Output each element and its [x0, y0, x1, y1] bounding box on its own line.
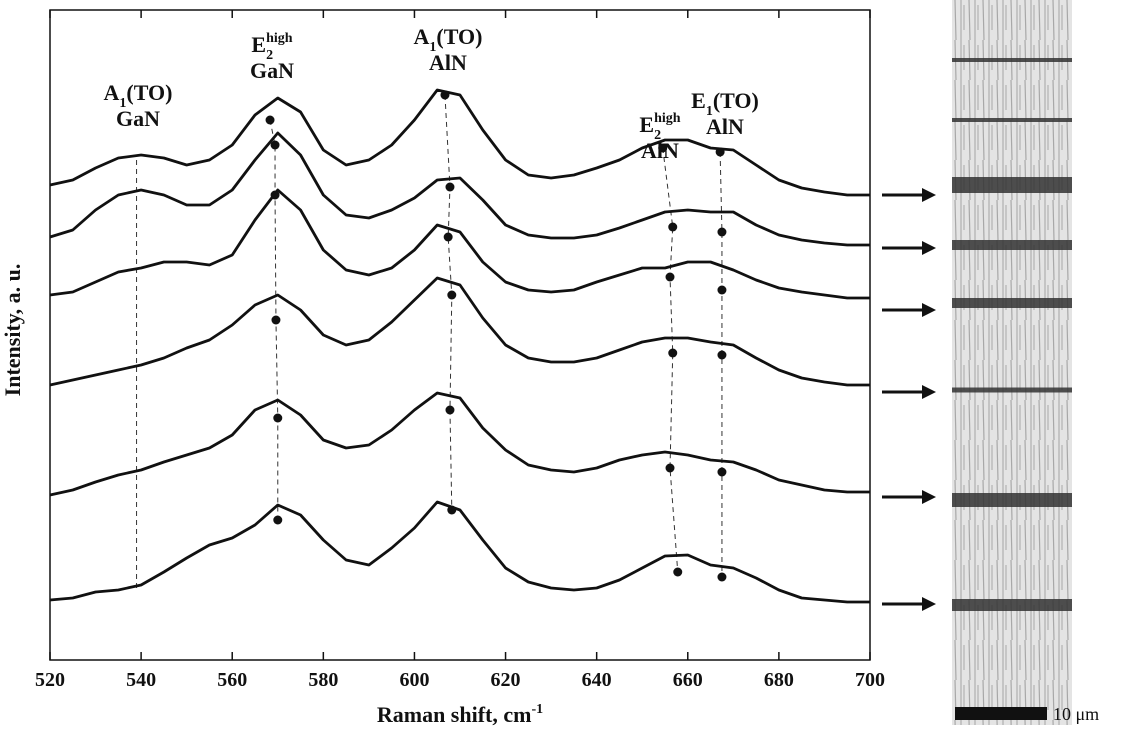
peak-guide	[662, 147, 679, 573]
peak-label-tail: (TO)	[126, 80, 172, 105]
sem-texture	[952, 0, 1072, 725]
x-axis-label-text: Raman shift, cm	[377, 702, 532, 727]
scale-bar	[955, 707, 1047, 720]
peak-label-material: AlN	[706, 114, 744, 139]
spectrum	[49, 188, 870, 300]
peak-guide	[444, 94, 453, 511]
sem-band	[952, 493, 1072, 507]
spectrum	[49, 88, 870, 197]
peak-label-material: AlN	[429, 50, 467, 75]
sem-band	[952, 387, 1072, 393]
arrow-head	[922, 303, 936, 317]
peak-label-sub: 1	[706, 104, 713, 119]
peak-dot	[447, 505, 457, 515]
peak-label-material: GaN	[250, 58, 294, 83]
peak-label-main: A	[104, 80, 120, 105]
peak-dot	[665, 463, 675, 473]
peak-dot	[658, 143, 668, 153]
peak-label-main: A	[414, 24, 430, 49]
peak-dot	[715, 147, 725, 157]
x-tick-label: 580	[308, 669, 338, 691]
sem-band	[952, 118, 1072, 122]
x-tick-label: 600	[399, 669, 429, 691]
x-tick-label: 660	[673, 669, 703, 691]
scale-bar-label: 10 μm	[1053, 704, 1099, 724]
peak-label-sub: 2	[654, 128, 661, 143]
plot-frame	[49, 9, 871, 661]
peak-dot	[270, 190, 280, 200]
x-tick-label: 520	[35, 669, 65, 691]
sem-band	[952, 298, 1072, 308]
peak-dot	[717, 227, 727, 237]
peak-dot	[717, 572, 727, 582]
peak-label-sup: high	[266, 31, 293, 46]
x-tick-label: 620	[491, 669, 521, 691]
x-tick-label: 560	[217, 669, 247, 691]
peak-label: E2 high	[251, 31, 292, 63]
peak-dot	[665, 272, 675, 282]
peak-dot	[443, 232, 453, 242]
arrow-head	[922, 385, 936, 399]
sem-image	[952, 0, 1072, 725]
sem-band	[952, 177, 1072, 193]
x-axis-label: Raman shift, cm-1	[377, 702, 543, 727]
peak-dot	[668, 222, 678, 232]
peak-dot	[265, 115, 275, 125]
peak-dot	[273, 515, 283, 525]
peak-label: E1(TO)	[691, 88, 759, 119]
x-tick-label: 700	[855, 669, 885, 691]
arrow-head	[922, 188, 936, 202]
peak-label: A1(TO)	[414, 24, 483, 55]
peak-label-tail: (TO)	[713, 88, 759, 113]
peak-label-main: E	[639, 112, 654, 137]
peak-dot	[717, 285, 727, 295]
peak-dot	[717, 467, 727, 477]
y-axis-label: Intensity, a. u.	[0, 264, 25, 397]
peak-label-sub: 2	[266, 48, 273, 63]
peak-dot	[673, 567, 683, 577]
spectrum	[49, 276, 870, 387]
peak-dot	[717, 350, 727, 360]
sem-band	[952, 599, 1072, 611]
peak-label-material: AlN	[641, 138, 679, 163]
peak-label-sub: 1	[429, 40, 436, 55]
x-axis-label-sup: -1	[531, 702, 543, 717]
peak-label: E2 high	[639, 111, 680, 143]
spectrum	[49, 131, 870, 247]
spectrum	[49, 500, 870, 604]
peak-dot	[447, 290, 457, 300]
peak-dot	[445, 182, 455, 192]
spectrum	[49, 391, 870, 497]
peak-label-sup: high	[654, 111, 681, 126]
arrow-head	[922, 597, 936, 611]
peak-guide	[719, 151, 723, 577]
arrow-head	[922, 490, 936, 504]
peak-label-tail: (TO)	[436, 24, 482, 49]
peak-dot	[270, 140, 280, 150]
peak-dot	[271, 315, 281, 325]
peak-label-main: E	[691, 88, 706, 113]
peak-label-sub: 1	[119, 96, 126, 111]
x-tick-label: 540	[126, 669, 156, 691]
arrow-head	[922, 241, 936, 255]
peak-label-main: E	[251, 32, 266, 57]
peak-dot	[445, 405, 455, 415]
peak-label: A1(TO)	[104, 80, 173, 111]
peak-dot	[273, 413, 283, 423]
peak-dot	[668, 348, 678, 358]
peak-label-material: GaN	[116, 106, 160, 131]
sem-band	[952, 240, 1072, 250]
sem-band	[952, 58, 1072, 62]
x-tick-label: 680	[764, 669, 794, 691]
peak-dot	[440, 90, 450, 100]
x-tick-label: 640	[582, 669, 612, 691]
